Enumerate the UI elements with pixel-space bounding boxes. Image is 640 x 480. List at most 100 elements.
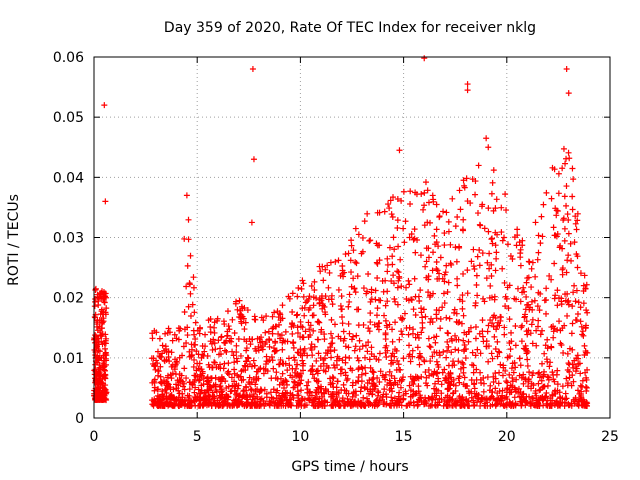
data-point (172, 361, 179, 368)
data-point (166, 329, 173, 336)
data-point (98, 320, 105, 327)
data-point (563, 269, 570, 276)
data-point (251, 400, 258, 407)
data-point (421, 202, 428, 209)
data-point (305, 333, 312, 340)
data-point (480, 388, 487, 395)
data-point (471, 265, 478, 272)
data-point (483, 275, 490, 282)
data-point (527, 398, 534, 405)
data-point (209, 346, 216, 353)
data-point (188, 351, 195, 358)
data-point (448, 335, 455, 342)
data-point (257, 339, 264, 346)
data-point (402, 218, 409, 225)
data-point (583, 281, 590, 288)
data-point (494, 338, 501, 345)
data-point (492, 370, 499, 377)
data-point (345, 250, 352, 257)
data-point (318, 389, 325, 396)
data-point (295, 350, 302, 357)
data-point (212, 346, 219, 353)
data-point (379, 393, 386, 400)
data-point (266, 343, 273, 350)
data-point (218, 333, 225, 340)
data-point (98, 338, 105, 345)
data-point (186, 280, 193, 287)
data-point (451, 306, 458, 313)
data-point (540, 372, 547, 379)
data-point (151, 378, 158, 385)
data-point (345, 344, 352, 351)
data-point (369, 376, 376, 383)
data-point (254, 386, 261, 393)
data-point (243, 338, 250, 345)
data-point (438, 390, 445, 397)
data-point (509, 360, 516, 367)
data-point (327, 330, 334, 337)
data-point (535, 232, 542, 239)
data-point (304, 297, 311, 304)
data-point (541, 350, 548, 357)
data-point (373, 259, 380, 266)
data-point (249, 66, 256, 73)
data-point (274, 308, 281, 315)
data-point (235, 396, 242, 403)
data-point (489, 179, 496, 186)
data-point (382, 376, 389, 383)
data-point (454, 282, 461, 289)
data-point (313, 357, 320, 364)
data-point (240, 366, 247, 373)
data-point (207, 323, 214, 330)
data-point (470, 381, 477, 388)
data-point (529, 340, 536, 347)
data-point (269, 313, 276, 320)
data-point (231, 330, 238, 337)
data-point (429, 267, 436, 274)
data-point (375, 320, 382, 327)
data-point (501, 279, 508, 286)
data-point (568, 257, 575, 264)
data-point (280, 392, 287, 399)
data-point (418, 305, 425, 312)
data-point (355, 366, 362, 373)
data-point (99, 396, 106, 403)
data-point (521, 288, 528, 295)
data-point (149, 335, 156, 342)
data-point (534, 402, 541, 409)
data-point (502, 293, 509, 300)
data-point (559, 271, 566, 278)
data-point (566, 402, 573, 409)
data-point (315, 350, 322, 357)
data-point (505, 305, 512, 312)
data-point (453, 258, 460, 265)
data-point (101, 357, 108, 364)
data-point (440, 290, 447, 297)
data-point (307, 368, 314, 375)
data-point (448, 349, 455, 356)
data-point (542, 394, 549, 401)
x-tick-label: 0 (90, 429, 99, 445)
data-point (480, 295, 487, 302)
data-point (334, 378, 341, 385)
data-point (434, 402, 441, 409)
data-point (441, 271, 448, 278)
data-point (310, 327, 317, 334)
data-point (543, 189, 550, 196)
data-point (544, 336, 551, 343)
data-point (399, 331, 406, 338)
data-point (211, 324, 218, 331)
data-point (308, 283, 315, 290)
data-point (200, 402, 207, 409)
data-point (382, 302, 389, 309)
data-point (389, 253, 396, 260)
data-point (279, 339, 286, 346)
data-point (102, 198, 109, 205)
data-point (455, 375, 462, 382)
data-point (274, 387, 281, 394)
data-point (187, 290, 194, 297)
data-point (396, 147, 403, 154)
data-point (508, 338, 515, 345)
data-point (524, 331, 531, 338)
data-point (171, 366, 178, 373)
